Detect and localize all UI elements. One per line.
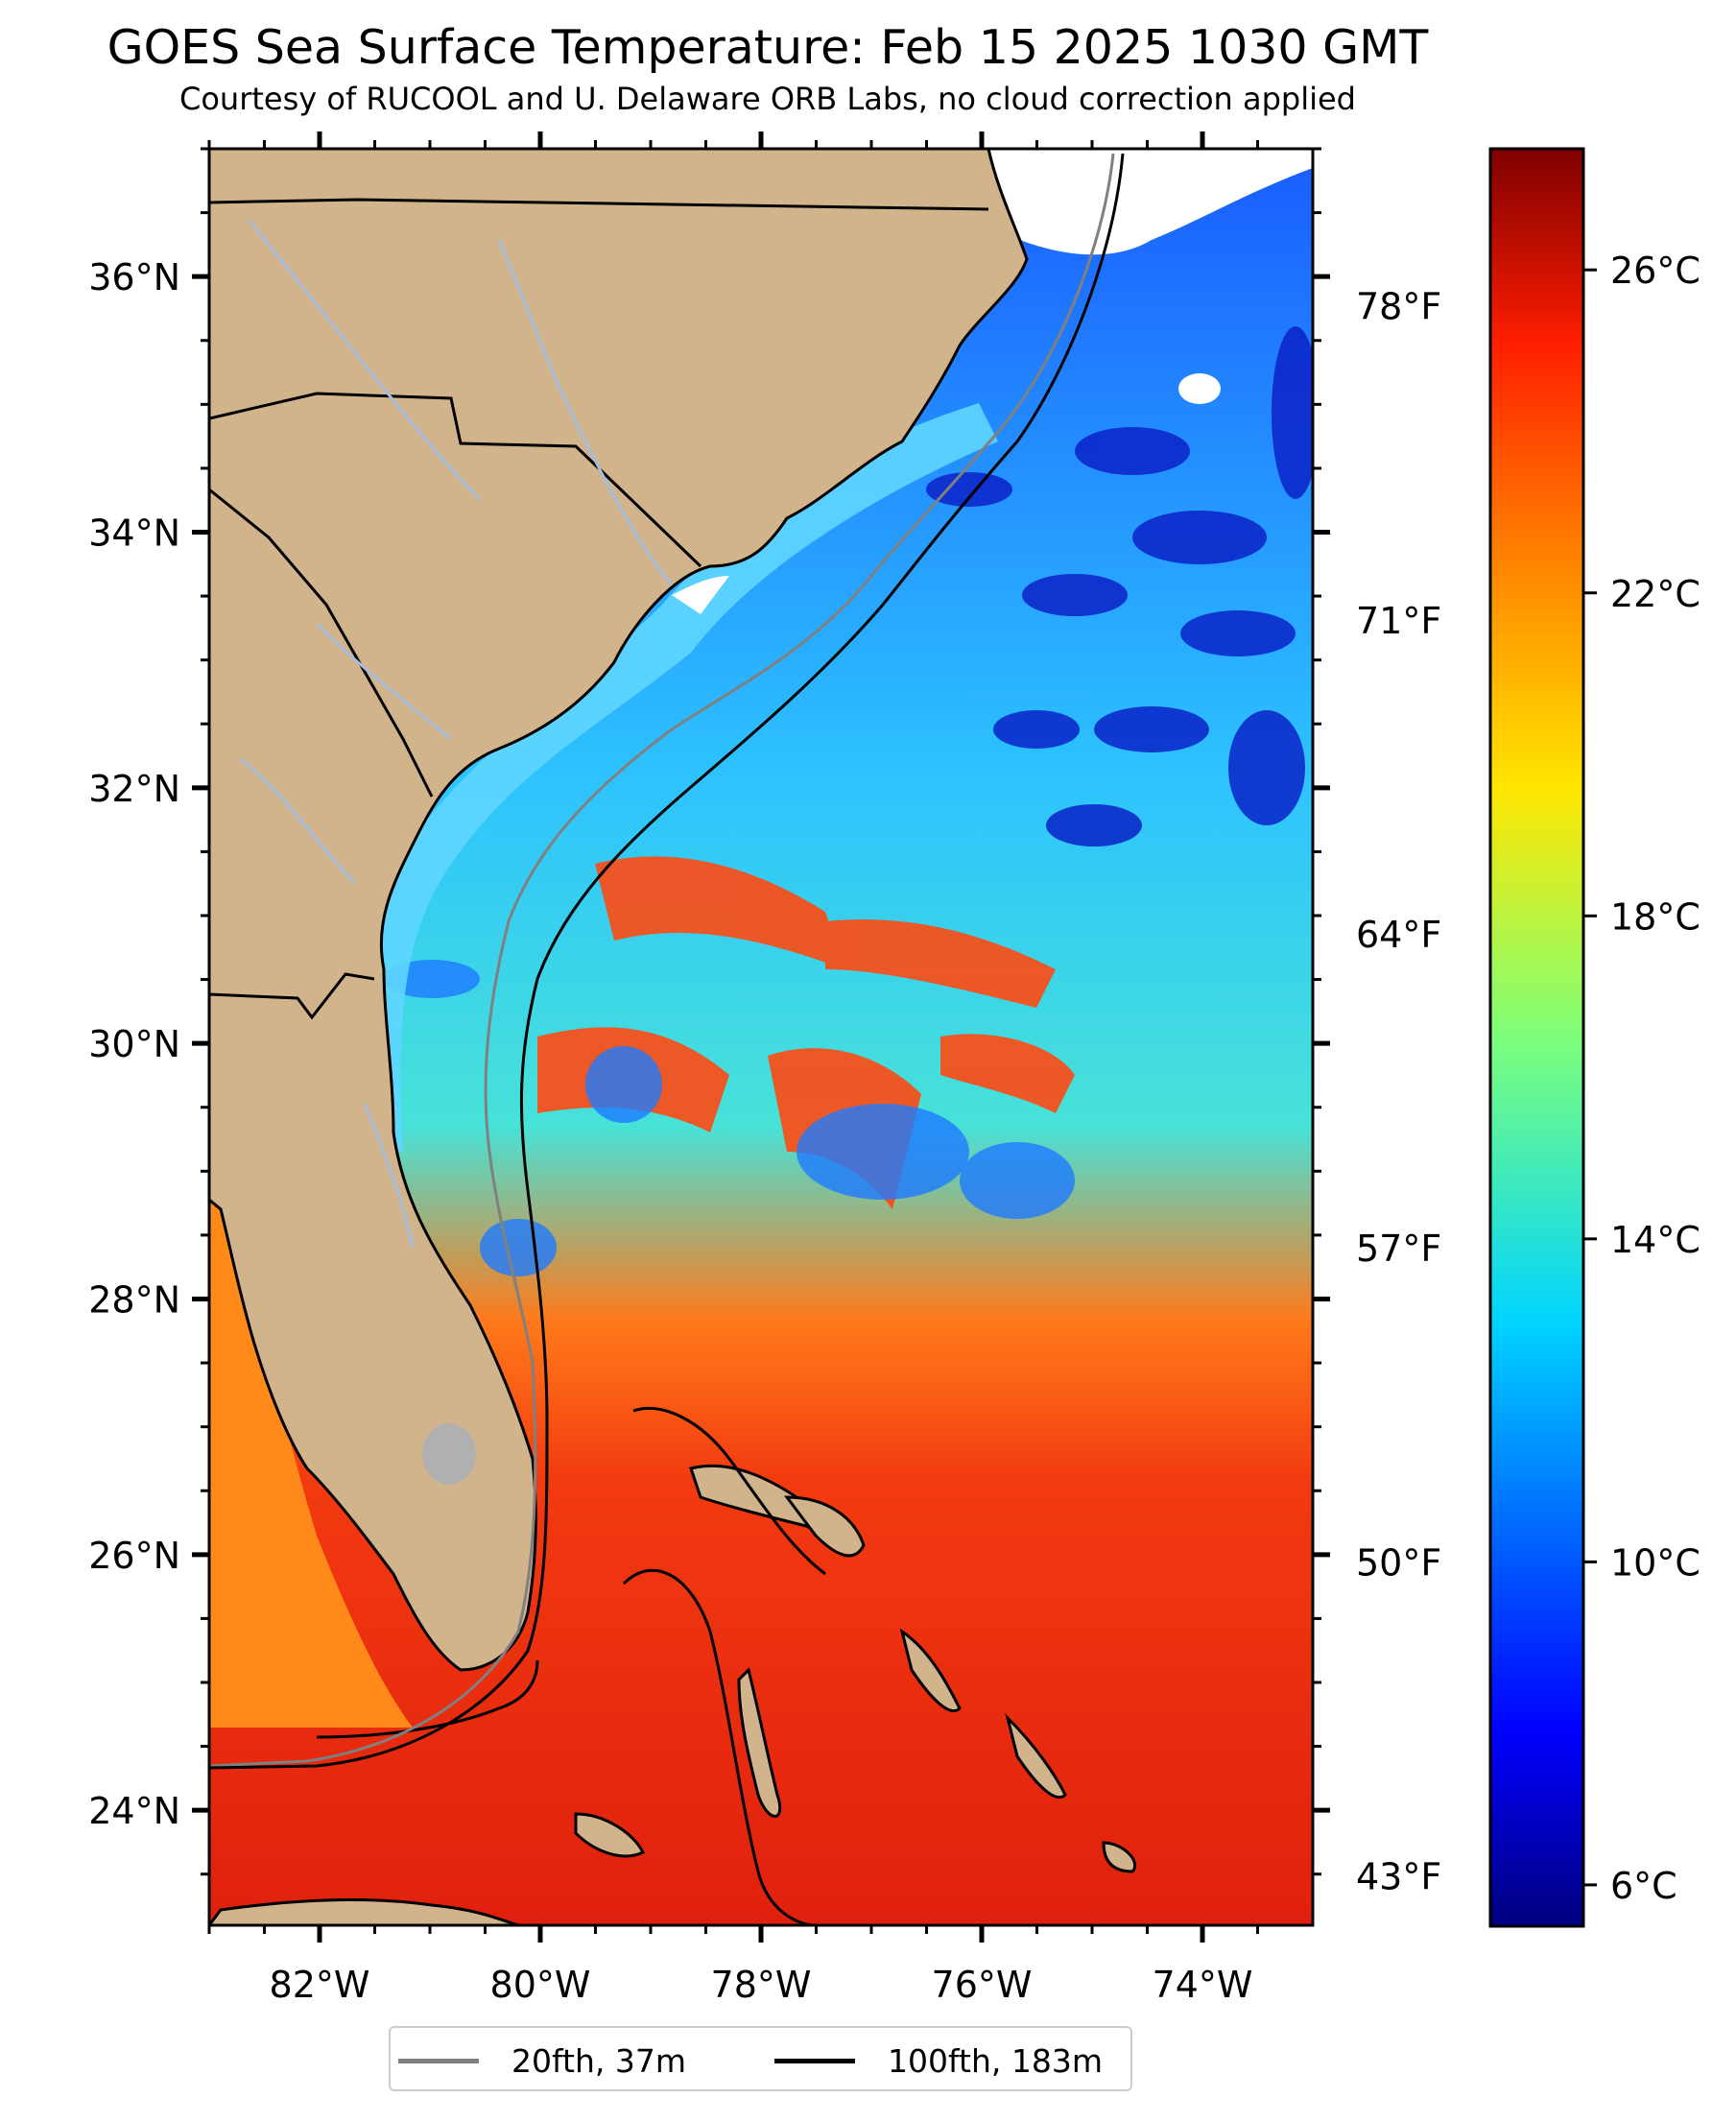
lat-tick-label: 30°N [88, 1023, 180, 1065]
cloud-patch [1178, 373, 1221, 404]
colorbar-tick-label: 6°C [1610, 1865, 1677, 1907]
map-axes: 82°W 80°W 78°W 76°W 74°W 24°N 26°N 28°N 30°N 32°N… [88, 131, 1441, 2006]
legend-line-100fth [774, 2058, 855, 2063]
fahrenheit-tick-label: 64°F [1356, 914, 1441, 956]
cold-eddies [926, 326, 1313, 846]
cool-patches [384, 960, 1075, 1276]
legend-label-100fth: 100fth, 183m [888, 2041, 1103, 2080]
florida-keys [316, 1659, 539, 1739]
legend-item-20fth: 20fth, 37m [398, 2039, 686, 2082]
lon-tick-label: 78°W [711, 1964, 812, 2006]
lat-tick-label: 36°N [88, 256, 180, 298]
colorbar-tick-label: 22°C [1610, 573, 1700, 615]
fahrenheit-tick-label: 71°F [1356, 600, 1441, 642]
contour-bahamas [622, 1406, 826, 1925]
colorbar-tick-label: 14°C [1610, 1219, 1700, 1261]
legend-line-20fth [398, 2058, 479, 2063]
colorbar-tick-label: 18°C [1610, 895, 1700, 938]
coastal-cold-band [361, 403, 998, 1152]
contour-100fth [209, 153, 1125, 1770]
contour-20fth [209, 153, 1115, 1768]
map-title: GOES Sea Surface Temperature: Feb 15 202… [107, 20, 1429, 75]
colorbar [1488, 147, 1585, 1928]
fahrenheit-tick-label: 78°F [1356, 286, 1441, 328]
lat-tick-label: 26°N [88, 1535, 180, 1577]
land-us-southeast [209, 149, 1029, 1672]
sst-field [209, 149, 1313, 1925]
legend: 20fth, 37m 100fth, 183m [389, 2026, 1132, 2091]
lat-tick-label: 28°N [88, 1278, 180, 1321]
rivers [239, 220, 674, 1249]
lat-tick-label: 34°N [88, 512, 180, 554]
lon-tick-label: 82°W [270, 1964, 370, 2006]
lat-tick-label: 32°N [88, 768, 180, 810]
lon-tick-label: 74°W [1153, 1964, 1253, 2006]
map-subtitle: Courtesy of RUCOOL and U. Delaware ORB L… [179, 81, 1356, 117]
cuba-coast [209, 1898, 519, 1925]
lon-tick-label: 76°W [932, 1964, 1033, 2006]
sst-map: 82°W 80°W 78°W 76°W 74°W 24°N 26°N 28°N 30°N 32°N… [88, 131, 1700, 2006]
fahrenheit-tick-label: 57°F [1356, 1228, 1441, 1270]
lake-okeechobee [422, 1423, 476, 1485]
colorbar-tick-label: 26°C [1610, 250, 1700, 292]
lon-tick-label: 80°W [490, 1964, 591, 2006]
fahrenheit-tick-label: 43°F [1356, 1856, 1441, 1898]
legend-item-100fth: 100fth, 183m [774, 2039, 1103, 2082]
lat-tick-label: 24°N [88, 1790, 180, 1832]
fahrenheit-tick-label: 50°F [1356, 1541, 1441, 1584]
bahamas [574, 1464, 1136, 1873]
colorbar-axis: 6°C 10°C 14°C 18°C 22°C 26°C [1583, 250, 1700, 1907]
cloud-mask [672, 149, 1313, 614]
legend-label-20fth: 20fth, 37m [511, 2041, 686, 2080]
colorbar-tick-label: 10°C [1610, 1541, 1700, 1584]
